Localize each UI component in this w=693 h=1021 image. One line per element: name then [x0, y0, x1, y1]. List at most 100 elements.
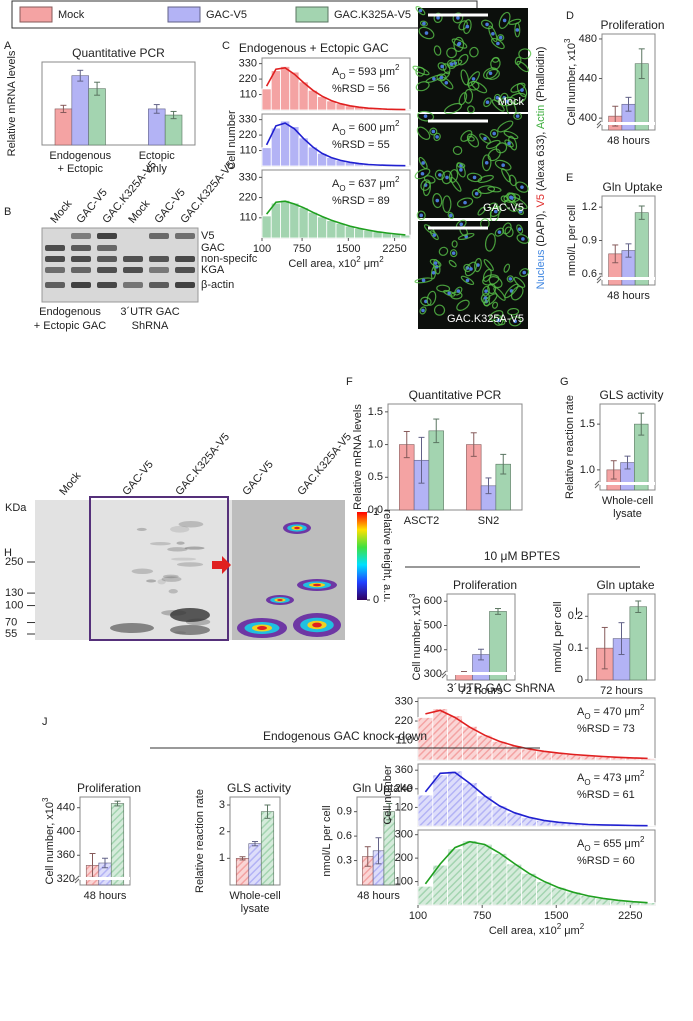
chart-title: GLS activity	[227, 781, 291, 795]
blot-lane-label: Mock	[126, 198, 152, 226]
nucleus	[425, 31, 429, 35]
y-tick-label: 0.2	[568, 610, 583, 622]
histogram-bar	[522, 873, 537, 905]
x-tick-label: lysate	[613, 508, 642, 520]
axis-break	[598, 277, 655, 280]
stain-part: Actin	[535, 105, 547, 129]
chart-title: Proliferation	[600, 18, 664, 32]
y-tick-label: 110	[239, 88, 257, 100]
x-tick-label: 1500	[544, 910, 568, 922]
y-tick-label: 120	[395, 801, 413, 813]
blot-band	[71, 267, 91, 273]
histogram-bar	[345, 226, 354, 238]
y-axis-label: Relative reaction rate	[564, 395, 576, 499]
histogram-bar	[448, 716, 463, 760]
blot-band	[149, 282, 169, 288]
blot-lane-label: GAC-V5	[240, 459, 276, 498]
blot-lane-label: GAC-V5	[120, 459, 156, 498]
y-tick-label: 320	[57, 873, 75, 885]
blot-smear	[162, 576, 182, 582]
nucleus	[432, 130, 436, 134]
nucleus	[445, 81, 449, 85]
x-axis-label: Cell area, x102 μm2	[489, 922, 585, 937]
y-tick-label: 220	[395, 715, 413, 727]
label-part: Cell area, x10	[288, 258, 356, 270]
nucleus	[492, 132, 496, 136]
histogram-bar	[271, 203, 280, 238]
y-tick-label: 1.0	[580, 464, 595, 476]
y-tick-label: 360	[395, 764, 413, 776]
label-part: Cell area, x10	[489, 925, 557, 937]
blot-band	[123, 267, 143, 273]
rsd-annotation: %RSD = 61	[577, 789, 635, 801]
y-tick-label: 330	[395, 695, 413, 707]
blot-group-label: ShRNA	[132, 320, 169, 332]
y-tick-label: 3	[219, 799, 225, 811]
nucleus	[499, 36, 503, 40]
kda-label: 70	[5, 616, 17, 628]
nucleus	[484, 289, 488, 293]
label-part: 3	[408, 593, 417, 598]
blot-band	[97, 233, 117, 239]
legend-swatch	[168, 7, 200, 22]
y-axis-label: nmol/L per cell	[321, 805, 333, 876]
rsd-annotation: %RSD = 55	[332, 139, 390, 151]
nucleus	[473, 176, 477, 180]
panel-letter: C	[222, 40, 230, 52]
nucleus	[457, 43, 461, 47]
panel-letter: A	[4, 40, 12, 52]
micrograph-label: GAC.K325A-V5	[447, 313, 524, 325]
label-part: = 600 μm	[346, 122, 395, 134]
blot-band	[71, 256, 91, 262]
y-tick-label: 0.1	[568, 642, 583, 654]
blot-band	[123, 282, 143, 288]
y-tick-label: 1	[219, 852, 225, 864]
histogram-bar	[308, 212, 317, 238]
nucleus	[447, 291, 451, 295]
blot-smear	[170, 526, 189, 533]
chart-title: GLS activity	[599, 388, 663, 402]
nucleus	[516, 28, 520, 32]
blot-band	[97, 282, 117, 288]
rsd-annotation: %RSD = 73	[577, 723, 635, 735]
label-part: = 637 μm	[346, 178, 395, 190]
stain-part: Nucleus	[535, 249, 547, 289]
nucleus	[422, 279, 426, 283]
nucleus	[466, 25, 470, 29]
y-tick-label: 0.5	[368, 471, 383, 483]
y-tick-label: 300	[424, 668, 442, 680]
legend-label: GAC.K325A-V5	[334, 9, 411, 21]
x-tick-label: 48 hours	[607, 290, 650, 302]
y-tick-label: 500	[424, 619, 442, 631]
nucleus	[483, 137, 487, 141]
panel-letter: F	[346, 376, 353, 388]
x-tick-label: 100	[409, 910, 427, 922]
y-axis-label: Cell number	[382, 765, 394, 825]
axis-break	[596, 482, 655, 485]
y-tick-label: 1.5	[368, 406, 383, 418]
y-axis-label: Relative reaction rate	[194, 789, 206, 893]
kda-label: 250	[5, 556, 23, 568]
y-tick-label: 1.2	[582, 201, 597, 213]
panel-letter: D	[566, 10, 574, 22]
y-tick-label: 100	[395, 875, 413, 887]
histogram-bar	[462, 783, 477, 826]
nucleus	[421, 161, 425, 165]
chart-title: Proliferation	[77, 781, 141, 795]
blot-band	[97, 245, 117, 251]
label-part: 2	[640, 769, 645, 778]
nucleus	[520, 185, 524, 189]
histogram-bar	[401, 235, 410, 238]
axis-break	[76, 877, 130, 880]
heat-blob	[257, 626, 267, 630]
y-tick-label: 440	[579, 72, 597, 84]
histogram-bar	[290, 203, 299, 238]
nucleus	[419, 9, 423, 13]
y-tick-label: 330	[239, 58, 257, 70]
x-tick-label: 48 hours	[357, 890, 400, 902]
chart-title: Gln uptake	[596, 578, 654, 592]
nucleus	[509, 277, 513, 281]
blot-smear	[167, 547, 187, 551]
nucleus	[436, 16, 440, 20]
